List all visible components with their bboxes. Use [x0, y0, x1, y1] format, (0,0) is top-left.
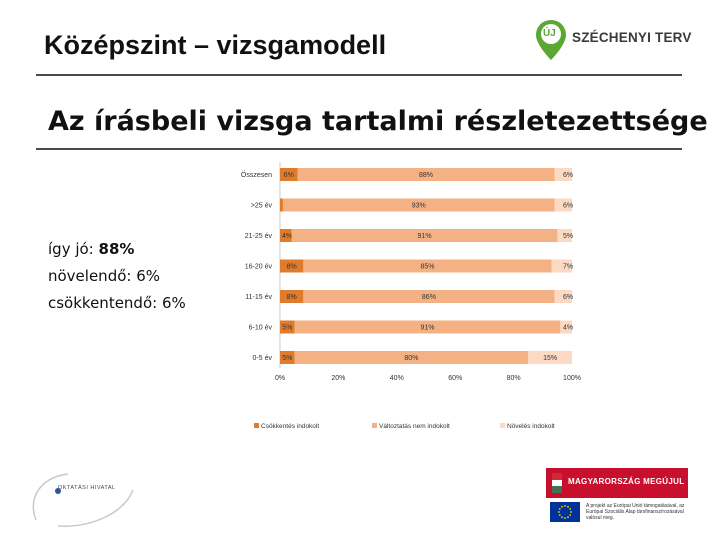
summary-good-value: 88% [98, 240, 135, 258]
bar-segment [554, 168, 572, 181]
data-label: 91% [420, 325, 434, 332]
x-tick-label: 60% [448, 375, 462, 382]
bar-segment [291, 229, 558, 242]
bar-segment [280, 290, 304, 303]
oktatasi-hivatal-logo: OKTATÁSI HIVATAL [28, 470, 138, 530]
bar-segment [551, 259, 572, 273]
bar-segment [294, 320, 561, 334]
data-label: 91% [418, 233, 432, 240]
bar-segment [303, 259, 552, 273]
category-label: 6-10 év [249, 325, 273, 332]
data-label: 6% [563, 203, 573, 210]
x-tick-label: 80% [507, 375, 521, 382]
legend-swatch [254, 423, 259, 428]
data-label: 88% [419, 172, 433, 179]
legend-label: Csökkentés indokolt [261, 423, 319, 430]
bar-segment [280, 229, 292, 242]
x-tick-label: 100% [563, 375, 581, 382]
oktatasi-hivatal-text: OKTATÁSI HIVATAL [58, 485, 116, 491]
data-label: 86% [422, 294, 436, 301]
bar-segment [303, 290, 555, 303]
bar-segment [280, 198, 283, 212]
szechenyi-terv-logo: ÚJ SZÉCHENYI TERV [534, 14, 694, 68]
eu-funding-text: A projekt az Európai Unió támogatásával,… [586, 503, 685, 521]
data-label: 6% [563, 294, 573, 301]
data-label: 4% [282, 233, 292, 240]
x-tick-label: 0% [275, 375, 285, 382]
bar-segment [557, 229, 572, 242]
legend-swatch [500, 423, 505, 428]
bar-segment [280, 259, 304, 273]
data-label: 80% [404, 355, 418, 362]
banner-text: MAGYARORSZÁG MEGÚJUL [568, 477, 685, 486]
oktatasi-hivatal-swoosh-icon [32, 473, 134, 527]
data-label: 5% [282, 355, 292, 362]
bar-segment [280, 168, 298, 181]
bar-segment [280, 320, 295, 334]
data-label: 5% [563, 233, 573, 240]
bar-segment [554, 198, 572, 212]
szechenyi-pin-icon [536, 20, 566, 60]
bar-segment [560, 320, 572, 334]
data-label: 5% [282, 325, 292, 332]
subtitle-divider [36, 148, 682, 150]
data-label: 93% [412, 203, 426, 210]
page-subtitle: Az írásbeli vizsga tartalmi részletezett… [48, 106, 708, 137]
category-label: 11-15 év [245, 294, 272, 301]
eu-flag-icon [550, 502, 580, 522]
bar-segment [280, 351, 295, 364]
bar-segment [294, 351, 529, 364]
data-label: 85% [420, 264, 434, 271]
summary-good: így jó: 88% [48, 236, 186, 263]
summary-good-label: így jó: [48, 240, 94, 258]
hungarian-flag-icon [552, 473, 562, 494]
data-label: 15% [543, 355, 557, 362]
bar-segment [282, 198, 555, 212]
category-label: 0-5 év [253, 355, 273, 362]
data-label: 6% [284, 172, 294, 179]
category-label: >25 év [251, 203, 273, 210]
page-title: Középszint – vizsgamodell [44, 30, 387, 60]
bar-segment [297, 168, 555, 181]
data-label: 8% [287, 264, 297, 271]
summary-block: így jó: 88% növelendő: 6% csökkentendő: … [48, 236, 186, 317]
data-label: 7% [563, 264, 573, 271]
data-label: 4% [563, 325, 573, 332]
x-tick-label: 20% [331, 375, 345, 382]
data-label: 8% [287, 294, 297, 301]
bar-segment [554, 290, 572, 303]
title-divider [36, 74, 682, 76]
summary-increase: növelendő: 6% [48, 267, 161, 285]
category-label: 16-20 év [245, 264, 273, 271]
category-label: Összesen [241, 171, 272, 179]
szechenyi-badge: ÚJ [543, 28, 556, 39]
szechenyi-text: SZÉCHENYI TERV [572, 30, 692, 45]
data-label: 6% [563, 172, 573, 179]
legend-swatch [372, 423, 377, 428]
magyarorszag-megujul-banner: MAGYARORSZÁG MEGÚJUL [546, 468, 688, 498]
bar-segment [528, 351, 572, 364]
summary-decrease: csökkentendő: 6% [48, 294, 186, 312]
legend-label: Változtatás nem indokolt [379, 423, 450, 430]
legend-label: Növelés indokolt [507, 423, 555, 430]
category-label: 21-25 év [245, 233, 273, 240]
x-tick-label: 40% [390, 375, 404, 382]
